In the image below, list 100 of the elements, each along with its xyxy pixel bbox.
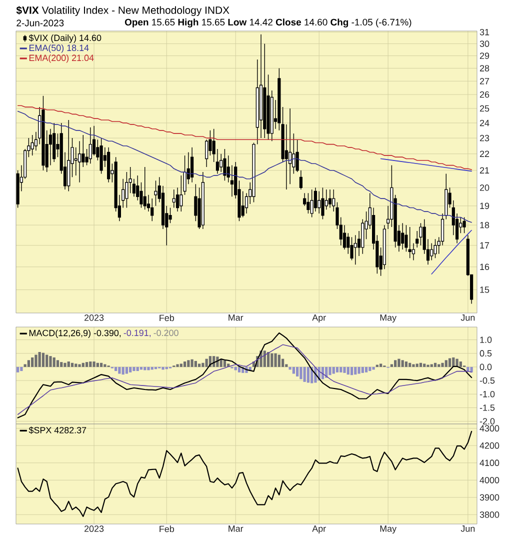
bar: [368, 366, 372, 372]
bar: [441, 362, 444, 367]
candlestick: [190, 147, 194, 183]
y-tick-label: 27: [480, 78, 490, 84]
y-tick-label: -1.0: [480, 390, 495, 398]
bar: [129, 366, 132, 372]
bar: [100, 362, 103, 367]
y-tick-label: 20: [480, 184, 490, 191]
bar: [281, 358, 284, 367]
bar: [132, 366, 136, 372]
candlestick: [42, 96, 45, 171]
bar: [354, 366, 357, 375]
bar: [332, 366, 335, 374]
text: -0.191,: [124, 330, 151, 338]
y-tick-label: -1.5: [480, 404, 495, 411]
bar: [183, 362, 186, 367]
bar: [85, 362, 88, 367]
bar: [205, 358, 208, 367]
y-tick-label: 25: [480, 105, 490, 112]
bar: [60, 362, 63, 367]
x-tick-label: Apr: [312, 526, 326, 534]
bar: [361, 366, 364, 373]
bar: [96, 362, 99, 367]
text: Open 15.65 High 15.65 Low 14.42 Close 14.60 Chg -1.05 (-6.71%): [124, 18, 412, 28]
bar: [343, 366, 346, 373]
y-tick-label: 29: [480, 52, 490, 59]
y-tick-label: 28: [480, 65, 490, 72]
candlestick: [201, 172, 204, 230]
bar: [198, 364, 201, 367]
bar: [346, 366, 350, 375]
candlestick: [30, 134, 34, 156]
bar: [412, 364, 415, 367]
y-tick-label: 15: [480, 286, 490, 293]
x-tick-label: Mar: [228, 526, 244, 532]
bar: [459, 362, 462, 367]
bar: [470, 366, 473, 372]
y-tick-label: 19: [480, 202, 490, 210]
bar: [364, 366, 368, 372]
candlestick: [328, 189, 332, 208]
line-series: [431, 230, 472, 274]
candlestick: [434, 238, 437, 258]
legend-label: $SPX 4282.37: [28, 426, 86, 434]
y-tick-label: 16: [480, 264, 490, 270]
y-tick-label: 22: [480, 150, 490, 157]
bar: [34, 354, 38, 367]
candlestick: [401, 222, 404, 250]
y-tick-label: 31: [480, 28, 490, 36]
bar: [278, 354, 280, 367]
text: 2-Jun-2023: [16, 20, 64, 26]
x-tick-label: Feb: [160, 526, 174, 532]
bar: [296, 366, 299, 376]
bar: [162, 366, 164, 370]
bar: [194, 360, 197, 367]
bar: [394, 360, 397, 367]
bar: [38, 352, 41, 367]
bar: [56, 360, 60, 367]
bar: [31, 357, 34, 367]
bar: [67, 362, 70, 367]
bar: [16, 366, 20, 372]
y-tick-label: 4000: [480, 476, 500, 484]
bar: [466, 366, 470, 372]
x-tick-label: 2023: [84, 526, 104, 532]
y-tick-label: 0.0: [480, 364, 492, 370]
bar: [82, 362, 84, 367]
y-tick-label: 17: [480, 242, 490, 248]
candlestick: [52, 122, 56, 162]
bar: [274, 353, 277, 367]
x-tick-label: Apr: [312, 314, 326, 323]
bar: [52, 357, 56, 367]
legend-label: $VIX (Daily) 14.60: [28, 34, 102, 43]
y-tick-label: 26: [480, 91, 490, 98]
x-tick-label: Mar: [228, 314, 244, 321]
bar: [122, 366, 124, 375]
bar: [419, 362, 422, 367]
bar: [49, 356, 52, 367]
bar: [118, 366, 121, 374]
bar: [390, 364, 394, 367]
bar: [372, 366, 375, 370]
y-tick-label: -0.5: [480, 377, 495, 384]
x-tick-label: May: [380, 314, 397, 323]
bar: [27, 360, 30, 367]
bar: [438, 364, 440, 367]
candlestick: [310, 189, 314, 218]
y-tick-label: 30: [480, 40, 490, 47]
legend-label: EMA(200) 21.04: [29, 54, 94, 63]
bar: [300, 366, 302, 380]
bar: [89, 362, 92, 367]
bar: [328, 366, 332, 376]
candlestick: [278, 68, 281, 131]
candlestick: [462, 216, 466, 234]
x-tick-label: Jun: [460, 314, 475, 321]
bar: [176, 364, 179, 367]
bar: [404, 362, 408, 367]
bar: [266, 352, 270, 367]
candlestick: [88, 127, 92, 164]
bar: [180, 364, 182, 367]
bar: [147, 366, 150, 370]
candlestick: [350, 236, 354, 261]
text: -0.200: [154, 330, 178, 336]
bar: [104, 364, 106, 367]
